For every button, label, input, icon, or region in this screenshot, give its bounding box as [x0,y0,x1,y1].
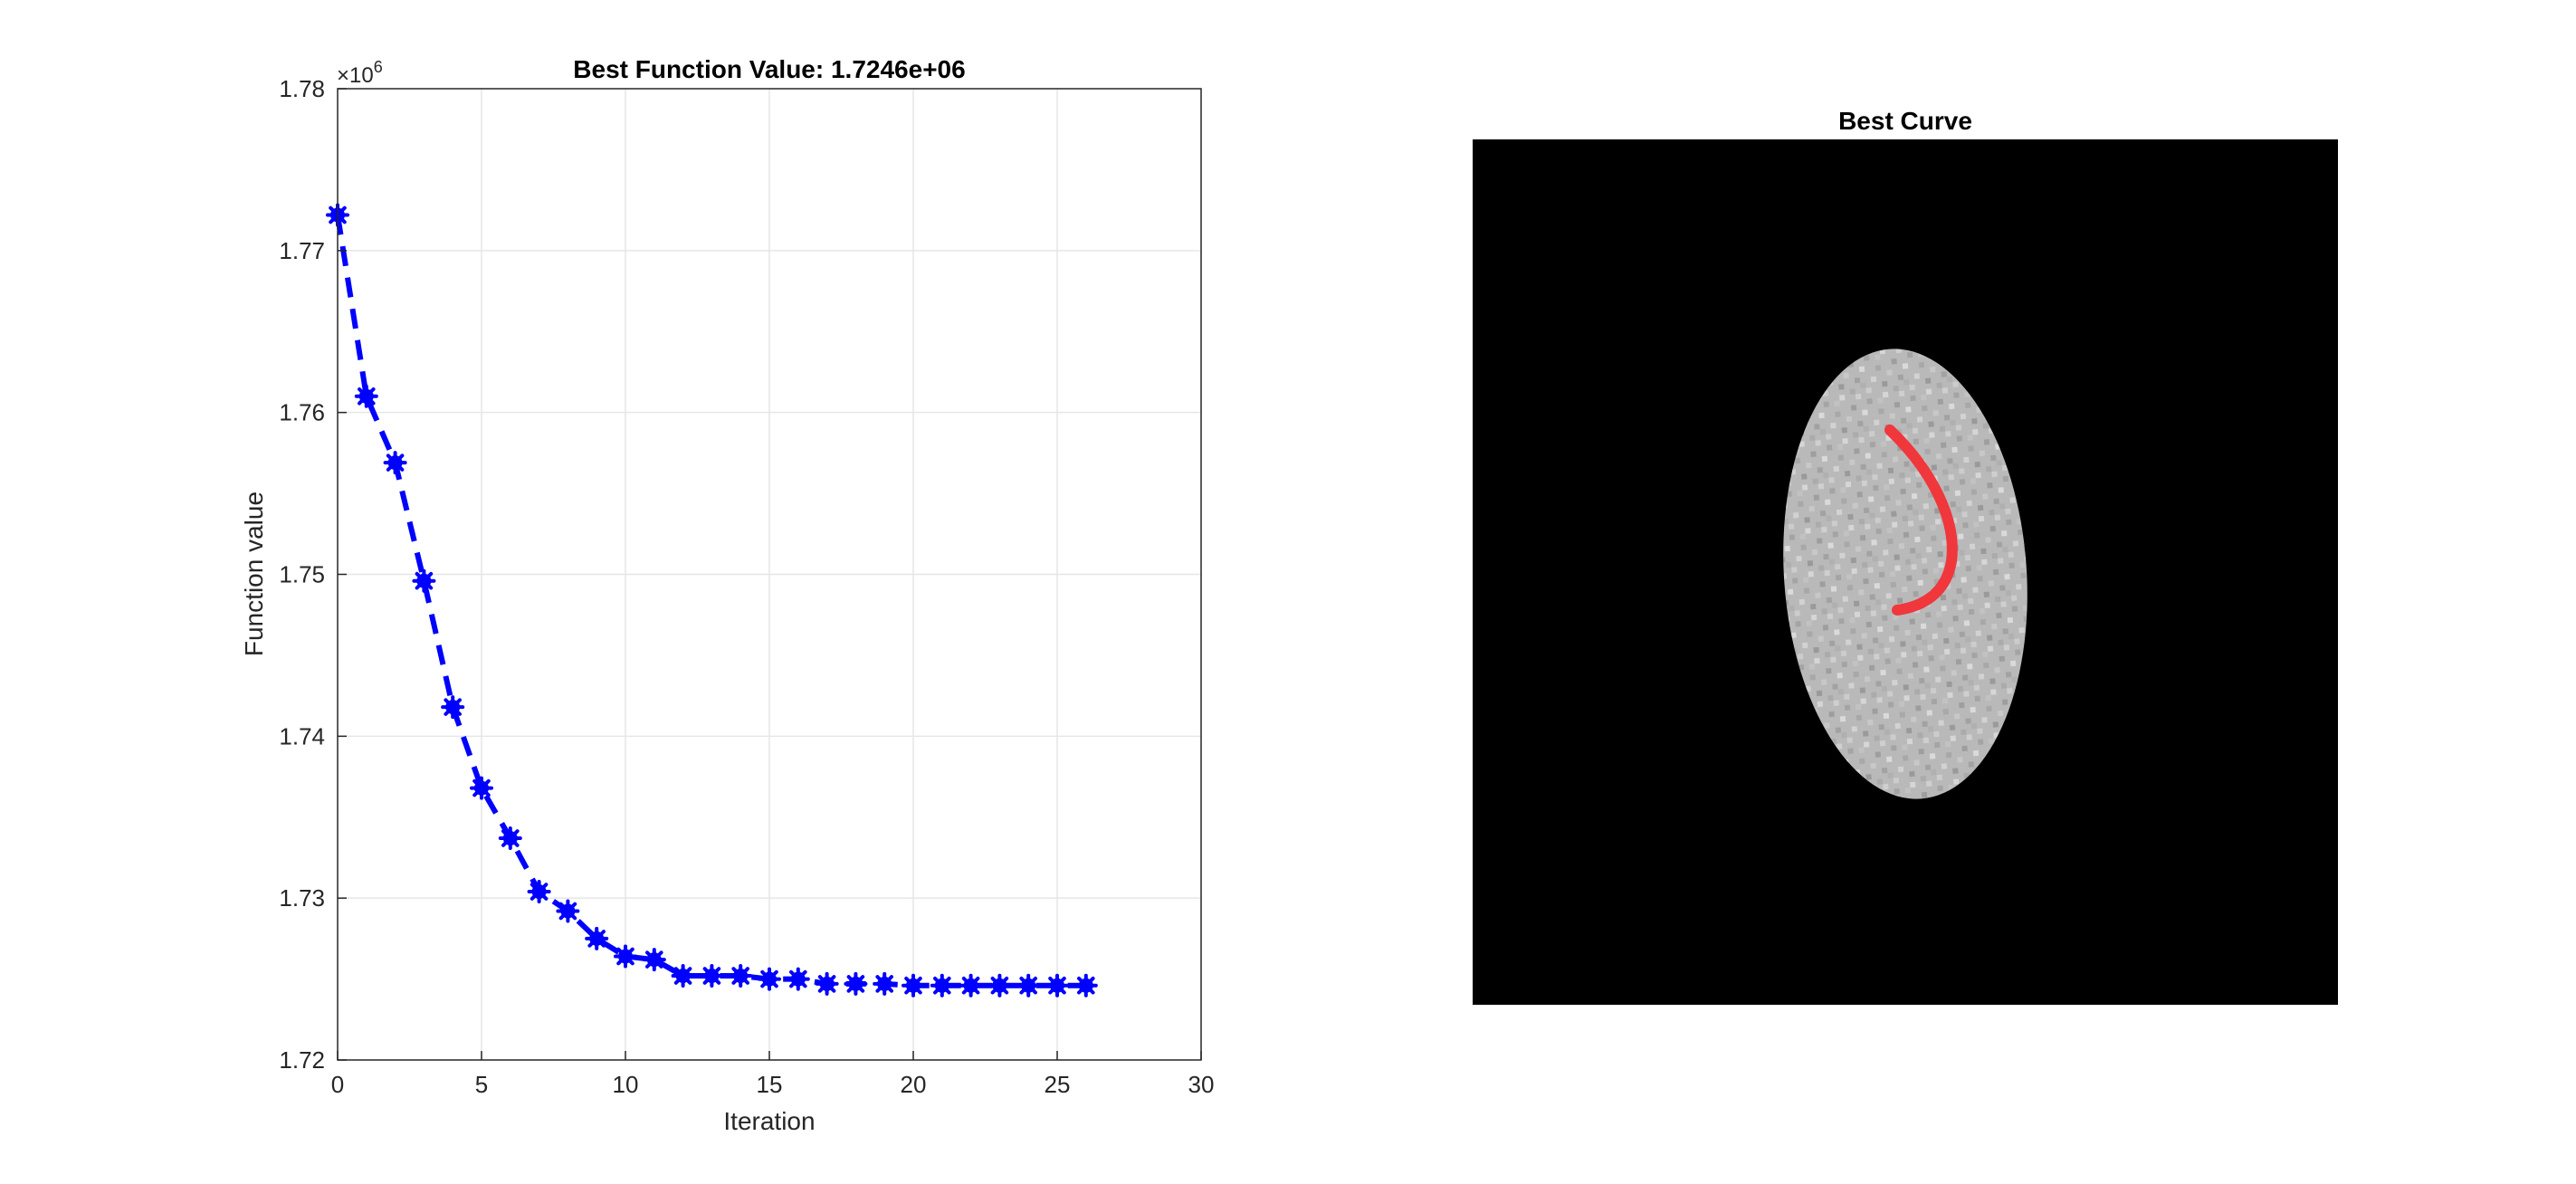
data-point [729,964,753,988]
data-point [412,568,436,593]
right-chart-title: Best Curve [1838,107,1972,135]
best-curve-axes: Best Curve [1473,107,2338,1005]
function-value-axes: 0 5 10 15 20 25 30 1.72 1.73 1.74 1.75 1.76 1.77 1.78… [240,55,1214,1135]
x-tick-label: 0 [331,1071,344,1098]
data-point [815,971,839,996]
data-point [1045,973,1069,998]
x-tick-label: 30 [1188,1071,1215,1098]
x-tick-label: 25 [1045,1071,1071,1098]
x-tick-label: 10 [613,1071,639,1098]
data-point [354,384,378,408]
data-point [671,964,695,988]
grayscale-ellipse [1783,349,2027,799]
data-point [498,826,522,850]
y-axis-label: Function value [240,492,268,656]
y-tick-label: 1.72 [279,1046,325,1074]
x-tick-label: 5 [475,1071,488,1098]
y-tick-label: 1.74 [279,722,325,750]
y-exponent-power: 6 [374,58,383,76]
x-axis-label: Iteration [723,1107,815,1135]
data-point [930,973,954,998]
data-point [902,973,925,998]
y-tick-label: 1.75 [279,561,325,588]
y-tick-label: 1.78 [279,75,325,102]
left-chart-title: Best Function Value: 1.7246e+06 [573,55,965,83]
y-tick-label: 1.73 [279,884,325,912]
y-tick-label: 1.76 [279,399,325,426]
y-exponent-label: ×106 [337,58,383,88]
grid [338,89,1201,1060]
data-point [700,964,724,988]
data-point [642,948,666,972]
data-point [470,776,493,800]
y-tick-label: 1.77 [279,237,325,264]
data-point [556,899,580,923]
data-point [873,971,897,996]
data-point [383,451,407,475]
data-point [786,967,810,991]
data-point [959,973,983,998]
data-point [1016,973,1041,998]
x-tick-label: 15 [757,1071,783,1098]
x-tick-label: 20 [901,1071,927,1098]
data-point [1073,973,1098,998]
y-exponent-base: ×10 [337,63,374,88]
data-point [987,973,1012,998]
ticks: 0 5 10 15 20 25 30 1.72 1.73 1.74 1.75 1.76 1.77 1.78 [279,75,1214,1098]
data-point [441,695,465,720]
data-point [585,926,609,950]
data-point [844,971,868,996]
best-curve-line [1884,425,1958,616]
data-point [527,880,551,903]
data-point [614,944,637,969]
data-point [758,967,781,991]
series-layer [326,203,1098,998]
